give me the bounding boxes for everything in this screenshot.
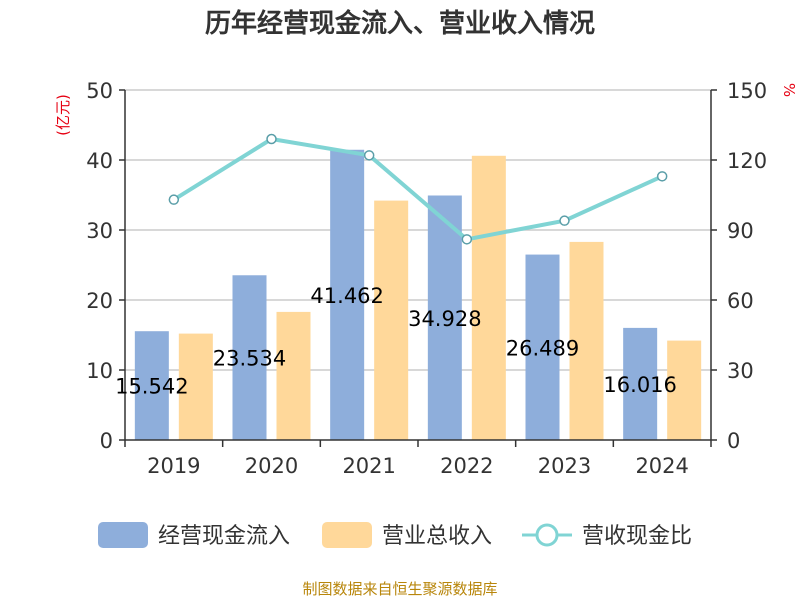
legend-label: 经营现金流入 — [158, 524, 290, 549]
gridlines — [125, 89, 711, 371]
y-right-tick-label: 30 — [727, 359, 754, 383]
data-label: 23.534 — [213, 347, 286, 371]
chart-title: 历年经营现金流入、营业收入情况 — [205, 8, 595, 39]
data-label: 26.489 — [506, 336, 579, 360]
ratio-point — [656, 171, 668, 182]
bar-cash-inflow — [525, 254, 560, 440]
bar-cash-inflow — [232, 275, 267, 440]
bar-cash-inflow — [330, 149, 365, 441]
legend-label: 营业总收入 — [382, 524, 492, 549]
y-right-tick-label: 0 — [727, 429, 740, 453]
ratio-line — [168, 133, 668, 245]
legend-swatch — [322, 522, 372, 548]
y-left-tick-label: 0 — [100, 429, 113, 453]
ratio-line-path — [172, 136, 663, 242]
x-tick-label: 2023 — [538, 454, 591, 478]
data-labels: 15.542 23.534 41.462 34.928 26.489 16.016 — [115, 284, 677, 399]
x-tick-label: 2021 — [342, 454, 395, 478]
bar-revenue — [178, 333, 213, 440]
y-right-tick-label: 90 — [727, 219, 754, 243]
y-left-unit: (亿元) — [54, 94, 72, 136]
legend-swatch — [98, 522, 148, 548]
y-left-tick-label: 50 — [86, 79, 113, 103]
x-tick-label: 2020 — [245, 454, 298, 478]
y-right-unit: % — [780, 83, 798, 97]
bar-revenue — [667, 340, 702, 440]
data-label: 16.016 — [603, 373, 676, 397]
x-tick-label: 2024 — [635, 454, 688, 478]
legend-label: 营收现金比 — [582, 524, 692, 549]
ratio-point — [461, 234, 473, 245]
data-label: 41.462 — [310, 284, 383, 308]
ratio-point — [266, 133, 277, 145]
ratio-point — [363, 150, 375, 161]
bars — [134, 149, 702, 441]
bar-cash-inflow — [427, 195, 462, 440]
bar-revenue — [569, 241, 604, 440]
legend-marker — [535, 523, 559, 547]
bar-revenue — [276, 311, 311, 440]
source-note: 制图数据来自恒生聚源数据库 — [302, 580, 497, 598]
y-right-tick-label: 60 — [727, 289, 754, 313]
y-right-tick-label: 150 — [727, 79, 767, 103]
ratio-point — [168, 194, 180, 205]
bar-revenue — [471, 155, 506, 441]
y-left-tick-label: 30 — [86, 219, 113, 243]
legend: 经营现金流入 营业总收入 营收现金比 — [98, 522, 692, 549]
y-left-tick-label: 20 — [86, 289, 113, 313]
y-right-tick-label: 120 — [727, 149, 767, 173]
y-left-tick-label: 40 — [86, 149, 113, 173]
data-label: 15.542 — [115, 375, 188, 399]
x-tick-label: 2019 — [147, 454, 200, 478]
y-left-tick-label: 10 — [86, 359, 113, 383]
bar-cash-inflow — [623, 327, 658, 440]
ratio-point — [559, 215, 570, 226]
bar-cash-inflow — [134, 331, 169, 440]
axes: 0 10 20 30 40 50 0 30 60 90 120 150 2019 2020 2021 2022… — [86, 79, 767, 478]
bar-revenue — [374, 200, 409, 440]
x-tick-label: 2022 — [440, 454, 493, 478]
data-label: 34.928 — [408, 307, 481, 331]
